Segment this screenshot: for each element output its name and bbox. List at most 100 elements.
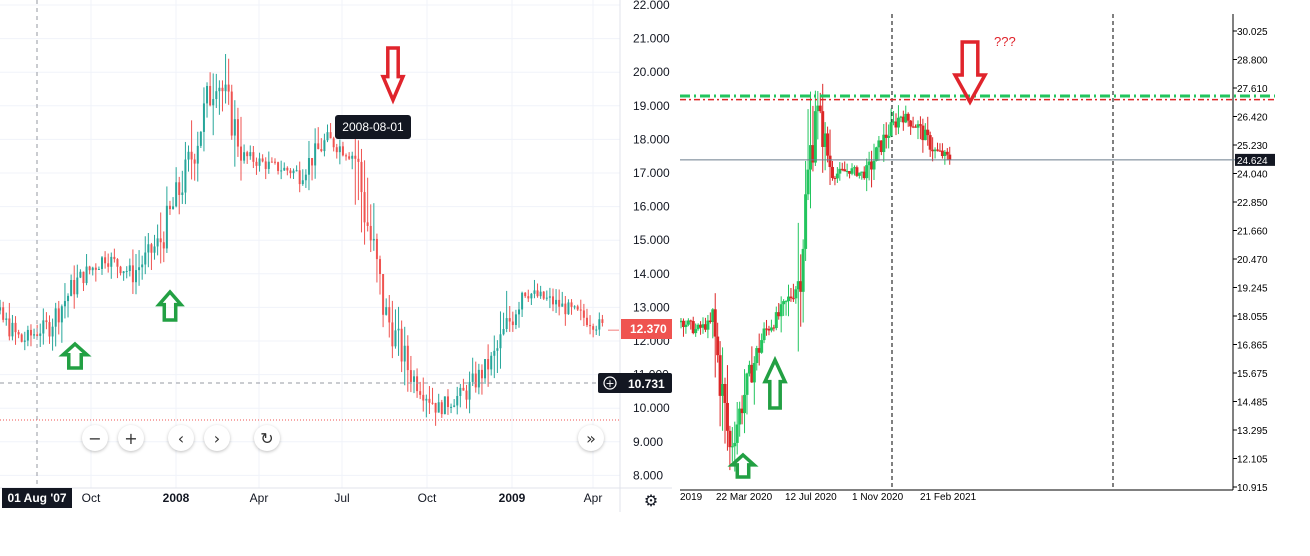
candle-body (696, 324, 700, 330)
candle-body (860, 171, 864, 173)
candle-body (341, 146, 344, 156)
candle-body (923, 129, 927, 141)
candle-body (804, 194, 808, 249)
right-chart-svg[interactable]: 30.025 28.800 27.610 26.420 25.230 24.040 22.8… (680, 0, 1275, 512)
candle-body (833, 177, 837, 179)
green-up-arrow-icon (727, 452, 759, 479)
candle-body (496, 348, 499, 351)
candle-body (904, 113, 908, 123)
candle-body (323, 140, 326, 152)
candle-body (471, 373, 474, 382)
candle-body (926, 129, 930, 136)
candle-body (909, 120, 913, 127)
scroll-to-realtime-button[interactable]: » (578, 425, 604, 451)
candle-body (791, 298, 795, 300)
candle-body (774, 312, 778, 328)
candle-body (755, 348, 759, 364)
candle-body (828, 155, 832, 167)
candle-body (899, 116, 903, 118)
candle-body (240, 146, 243, 161)
candle-body (184, 159, 187, 193)
candle-body (366, 222, 369, 226)
candle-body (175, 182, 178, 207)
candle-body (558, 299, 561, 307)
zoom-in-button[interactable]: + (118, 425, 144, 451)
candle-body (144, 252, 147, 265)
settings-gear-icon: ⚙ (644, 491, 658, 510)
candle-body (789, 296, 793, 299)
candle-body (855, 167, 859, 176)
candle-body (601, 319, 604, 323)
candle-body (298, 170, 301, 185)
candle-body (425, 398, 428, 401)
candle-body (94, 267, 97, 270)
left-chart-panel[interactable]: 22.000 21.000 20.000 19.000 18.000 17.000 16.0… (0, 0, 672, 512)
candle-body (446, 396, 449, 408)
candle-body (134, 270, 137, 283)
candle-body (896, 117, 900, 128)
candle-body (409, 370, 412, 382)
candle-body (391, 322, 394, 347)
candle-body (326, 132, 329, 141)
candle-body (357, 158, 360, 162)
scroll-back-button[interactable]: ‹ (168, 425, 194, 451)
reset-chart-button[interactable]: ↻ (254, 425, 280, 451)
candle-body (196, 145, 199, 164)
candle-body (206, 85, 209, 104)
candle-body (921, 125, 925, 141)
candle-body (830, 166, 834, 178)
candle-body (8, 318, 11, 337)
candle-body (107, 263, 110, 267)
candle-body (375, 238, 378, 260)
candle-body (752, 363, 756, 383)
candle-body (202, 103, 205, 132)
candle-body (369, 225, 372, 241)
candle-body (743, 394, 747, 414)
candle-body (258, 158, 261, 166)
candle-body (782, 301, 786, 305)
candle-body (437, 402, 440, 413)
scroll-forward-button[interactable]: › (204, 425, 230, 451)
zoom-out-button[interactable]: − (82, 425, 108, 451)
candle-body (67, 295, 70, 302)
candle-body (73, 280, 76, 295)
right-chart-panel[interactable]: 30.025 28.800 27.610 26.420 25.230 24.040 22.8… (680, 0, 1275, 512)
candle-body (872, 160, 876, 170)
candle-body (931, 149, 935, 152)
candle-body (329, 132, 332, 139)
candle-body (314, 143, 317, 166)
candle-body (264, 161, 267, 169)
left-y-tick-label: 20.000 (633, 65, 670, 79)
candle-body (551, 296, 554, 305)
candle-body (502, 329, 505, 335)
candle-body (0, 307, 2, 311)
left-y-tick-label: 13.000 (633, 300, 670, 314)
candle-body (862, 171, 866, 179)
candle-body (20, 334, 23, 342)
candle-body (113, 256, 116, 260)
candle-body (940, 150, 944, 157)
right-y-tick-label: 26.420 (1237, 113, 1268, 124)
right-x-tick-label: 1 Nov 2020 (852, 492, 904, 503)
candle-body (156, 238, 159, 247)
candle-body (406, 345, 409, 371)
candle-body (181, 192, 184, 195)
candle-body (745, 373, 749, 395)
left-chart-svg[interactable]: 22.000 21.000 20.000 19.000 18.000 17.000 16.0… (0, 0, 672, 512)
left-x-tick-label: Apr (584, 491, 603, 505)
candle-body (589, 325, 592, 327)
candle-body (249, 152, 252, 157)
candle-body (728, 430, 732, 448)
candle-body (159, 238, 162, 243)
candle-body (708, 320, 712, 323)
candle-body (480, 369, 483, 379)
candle-body (906, 113, 910, 121)
candle-body (91, 267, 94, 271)
candle-body (54, 308, 57, 327)
candle-body (354, 155, 357, 159)
candle-body (493, 350, 496, 356)
candle-body (153, 246, 156, 253)
candle-body (811, 145, 815, 163)
candle-body (351, 155, 354, 159)
candle-body (579, 309, 582, 311)
